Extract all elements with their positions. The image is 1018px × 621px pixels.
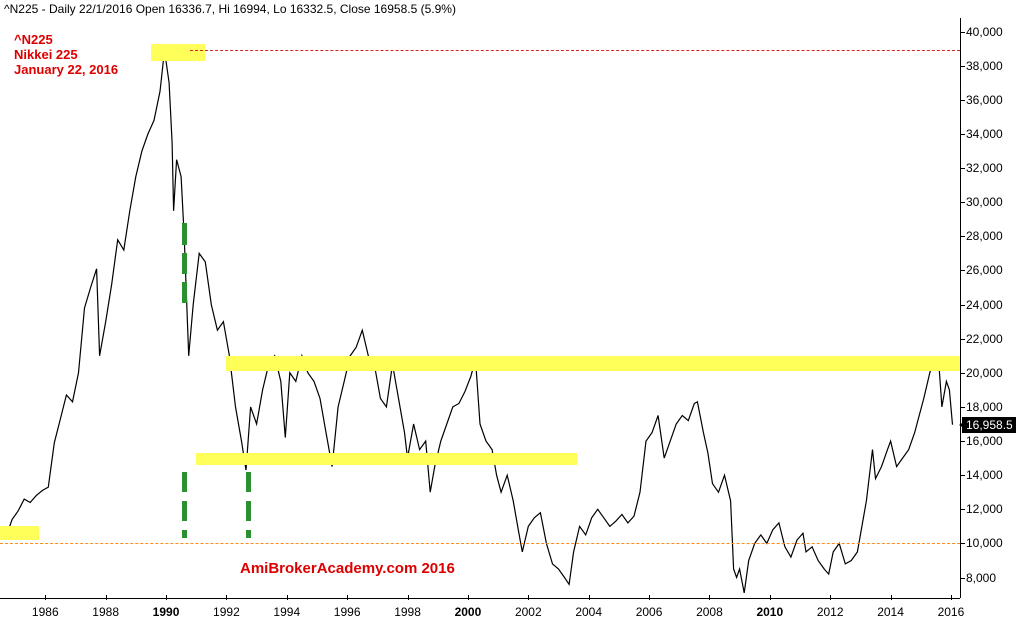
xtick-label: 1996	[334, 605, 361, 619]
green-dash-segment	[246, 530, 251, 539]
ytick-label: 12,000	[966, 502, 1003, 516]
ytick-label: 24,000	[966, 298, 1003, 312]
ytick-label: 38,000	[966, 59, 1003, 73]
y-axis-line	[960, 18, 961, 598]
ytick-label: 28,000	[966, 229, 1003, 243]
xtick-label: 2008	[696, 605, 723, 619]
ytick-label: 26,000	[966, 263, 1003, 277]
xtick-label: 2010	[756, 605, 783, 619]
watermark-text: AmiBrokerAcademy.com 2016	[240, 560, 455, 577]
reference-line	[190, 50, 960, 51]
highlight-band	[196, 453, 576, 465]
xtick-label: 2000	[455, 605, 482, 619]
xtick-label: 2014	[877, 605, 904, 619]
highlight-band	[0, 526, 39, 540]
green-dash-segment	[246, 472, 251, 492]
green-dash-segment	[182, 530, 187, 539]
xtick-label: 2004	[575, 605, 602, 619]
ytick-label: 20,000	[966, 366, 1003, 380]
ytick-label: 16,000	[966, 434, 1003, 448]
price-line	[0, 50, 953, 593]
ytick-label: 14,000	[966, 468, 1003, 482]
y-axis: 8,000 10,000 12,000 14,000 16,000 18,000 20,00…	[960, 18, 1018, 598]
xtick-label: 2006	[636, 605, 663, 619]
green-dash-segment	[182, 282, 187, 302]
green-dash-segment	[246, 501, 251, 521]
xtick-label: 1994	[273, 605, 300, 619]
xtick-label: 1986	[32, 605, 59, 619]
ytick-label: 10,000	[966, 536, 1003, 550]
xtick-label: 1990	[153, 605, 180, 619]
highlight-band	[151, 44, 205, 61]
ytick-label: 36,000	[966, 93, 1003, 107]
green-dash-segment	[182, 472, 187, 492]
xtick-label: 2016	[938, 605, 965, 619]
ytick-label: 40,000	[966, 25, 1003, 39]
ytick-label: 22,000	[966, 332, 1003, 346]
x-axis-line	[0, 598, 960, 599]
xtick-label: 2012	[817, 605, 844, 619]
ytick-label: 30,000	[966, 195, 1003, 209]
chart-title-bar: ^N225 - Daily 22/1/2016 Open 16336.7, Hi…	[0, 0, 460, 18]
highlight-band	[226, 356, 960, 371]
nikkei-chart: { "title_bar": "^N225 - Daily 22/1/2016 …	[0, 0, 1018, 621]
last-price-flag: 16,958.5	[962, 417, 1016, 433]
price-line-svg	[0, 18, 960, 598]
xtick-label: 1992	[213, 605, 240, 619]
ytick-label: 32,000	[966, 161, 1003, 175]
ytick-label: 34,000	[966, 127, 1003, 141]
plot-area	[0, 18, 960, 598]
green-dash-segment	[182, 223, 187, 245]
green-dash-segment	[182, 501, 187, 521]
xtick-label: 1988	[92, 605, 119, 619]
xtick-label: 1998	[394, 605, 421, 619]
xtick-label: 2002	[515, 605, 542, 619]
reference-line	[0, 543, 960, 544]
ytick-label: 8,000	[966, 571, 996, 585]
green-dash-segment	[182, 253, 187, 273]
ytick-label: 18,000	[966, 400, 1003, 414]
x-axis: 1986 1988 1990 1992 1994 1996 1998 2000 2002 2004…	[0, 599, 960, 621]
